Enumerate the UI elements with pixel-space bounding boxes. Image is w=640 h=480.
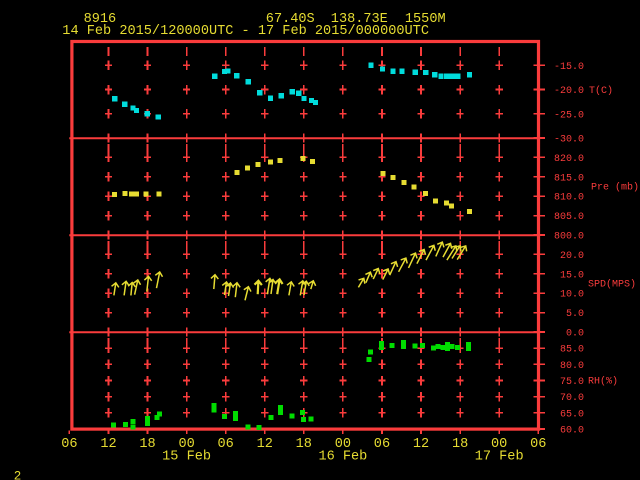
svg-text:18: 18 — [296, 437, 312, 452]
svg-text:00: 00 — [491, 437, 507, 452]
svg-text:67.40S: 67.40S — [266, 12, 315, 27]
svg-text:12: 12 — [100, 437, 116, 452]
svg-text:15 Feb: 15 Feb — [162, 450, 211, 465]
svg-text:0.0: 0.0 — [566, 329, 584, 340]
svg-text:00: 00 — [178, 437, 194, 452]
svg-text:138.73E: 138.73E — [331, 12, 388, 27]
svg-text:T(C): T(C) — [589, 85, 613, 97]
svg-text:810.0: 810.0 — [554, 193, 584, 204]
svg-text:60.0: 60.0 — [560, 426, 584, 437]
svg-text:80.0: 80.0 — [560, 361, 584, 372]
svg-text:15.0: 15.0 — [560, 270, 584, 281]
svg-text:800.0: 800.0 — [554, 232, 584, 243]
svg-text:06: 06 — [61, 437, 77, 452]
svg-text:-20.0: -20.0 — [554, 86, 584, 97]
svg-text:10.0: 10.0 — [560, 290, 584, 301]
svg-text:8916: 8916 — [84, 12, 117, 27]
svg-text:00: 00 — [335, 437, 351, 452]
svg-text:18: 18 — [139, 437, 155, 452]
svg-text:2: 2 — [14, 469, 22, 480]
svg-text:815.0: 815.0 — [554, 173, 584, 184]
svg-text:SPD(MPS): SPD(MPS) — [588, 279, 636, 291]
svg-text:65.0: 65.0 — [560, 409, 584, 420]
svg-text:85.0: 85.0 — [560, 345, 584, 356]
svg-text:14 Feb 2015/120000UTC - 17 Feb: 14 Feb 2015/120000UTC - 17 Feb 2015/0000… — [62, 24, 429, 39]
svg-text:-30.0: -30.0 — [554, 135, 584, 146]
svg-text:70.0: 70.0 — [560, 393, 584, 404]
svg-text:16 Feb: 16 Feb — [318, 450, 367, 465]
svg-text:06: 06 — [374, 437, 390, 452]
svg-text:12: 12 — [257, 437, 273, 452]
svg-text:820.0: 820.0 — [554, 154, 584, 165]
svg-text:-15.0: -15.0 — [554, 62, 584, 73]
svg-text:RH(%): RH(%) — [588, 376, 618, 388]
svg-text:12: 12 — [413, 437, 429, 452]
svg-text:-25.0: -25.0 — [554, 110, 584, 121]
svg-text:805.0: 805.0 — [554, 212, 584, 223]
svg-text:20.0: 20.0 — [560, 251, 584, 262]
svg-text:75.0: 75.0 — [560, 377, 584, 388]
svg-text:18: 18 — [452, 437, 468, 452]
svg-text:17 Feb: 17 Feb — [475, 450, 524, 465]
svg-text:1550M: 1550M — [405, 12, 446, 27]
svg-text:5.0: 5.0 — [566, 309, 584, 320]
svg-text:06: 06 — [218, 437, 234, 452]
svg-text:06: 06 — [530, 437, 546, 452]
svg-text:Pre (mb): Pre (mb) — [591, 182, 639, 194]
